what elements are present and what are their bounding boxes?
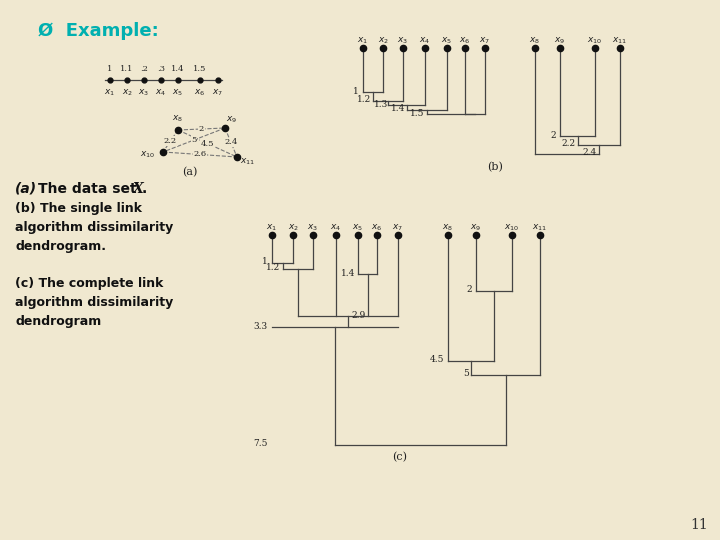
- Text: $x_5$: $x_5$: [353, 222, 364, 233]
- Text: 5: 5: [192, 136, 197, 144]
- Text: $x_8$: $x_8$: [443, 222, 454, 233]
- Text: $x_9$: $x_9$: [554, 36, 566, 46]
- Text: 2.2: 2.2: [562, 139, 575, 148]
- Text: $x_{10}$: $x_{10}$: [140, 150, 156, 160]
- Text: 5: 5: [463, 369, 469, 379]
- Text: $x_6$: $x_6$: [372, 222, 382, 233]
- Text: 1.2: 1.2: [356, 95, 371, 104]
- Text: $x_4$: $x_4$: [330, 222, 341, 233]
- Text: Ø  Example:: Ø Example:: [38, 22, 158, 40]
- Text: .2: .2: [140, 65, 148, 73]
- Text: $x_7$: $x_7$: [392, 222, 403, 233]
- Text: 1.5: 1.5: [410, 109, 425, 118]
- Text: 2: 2: [550, 131, 556, 139]
- Text: $x_3$: $x_3$: [138, 88, 150, 98]
- Text: 1.3: 1.3: [374, 100, 388, 109]
- Text: .3: .3: [157, 65, 165, 73]
- Text: $x_1$: $x_1$: [357, 36, 369, 46]
- Text: $x_{11}$: $x_{11}$: [613, 36, 628, 46]
- Text: $x_8$: $x_8$: [173, 114, 184, 124]
- Text: 2: 2: [199, 125, 204, 133]
- Text: $x_8$: $x_8$: [529, 36, 541, 46]
- Text: 2.4: 2.4: [582, 148, 597, 157]
- Text: $x_2$: $x_2$: [122, 88, 132, 98]
- Text: $x_3$: $x_3$: [307, 222, 318, 233]
- Text: $x_{10}$: $x_{10}$: [505, 222, 520, 233]
- Text: $x_2$: $x_2$: [377, 36, 389, 46]
- Text: (a): (a): [15, 182, 37, 196]
- Text: $x_2$: $x_2$: [287, 222, 299, 233]
- Text: 2.9: 2.9: [351, 310, 366, 320]
- Text: 7.5: 7.5: [253, 440, 268, 449]
- Text: 2: 2: [467, 286, 472, 294]
- Text: 4.5: 4.5: [201, 139, 215, 147]
- Text: (c) The complete link
algorithm dissimilarity
dendrogram: (c) The complete link algorithm dissimil…: [15, 277, 174, 328]
- Text: $x_{11}$: $x_{11}$: [240, 157, 256, 167]
- Text: $x_3$: $x_3$: [397, 36, 408, 46]
- Text: The data set: The data set: [38, 182, 142, 196]
- Text: 1: 1: [107, 65, 113, 73]
- Text: $x_5$: $x_5$: [441, 36, 453, 46]
- Text: $x_6$: $x_6$: [194, 88, 206, 98]
- Text: 4.5: 4.5: [430, 355, 444, 364]
- Text: 2.2: 2.2: [164, 137, 177, 145]
- Text: $x_1$: $x_1$: [266, 222, 277, 233]
- Text: 1.5: 1.5: [193, 65, 207, 73]
- Text: (a): (a): [182, 167, 198, 177]
- Text: 1.4: 1.4: [341, 269, 355, 278]
- Text: $x_{10}$: $x_{10}$: [588, 36, 603, 46]
- Text: 1: 1: [354, 86, 359, 96]
- Text: 11: 11: [690, 518, 708, 532]
- Text: 1.1: 1.1: [120, 65, 134, 73]
- Text: (b) The single link
algorithm dissimilarity
dendrogram.: (b) The single link algorithm dissimilar…: [15, 202, 174, 253]
- Text: 2.4: 2.4: [225, 138, 238, 146]
- Text: 1.4: 1.4: [391, 104, 405, 113]
- Text: X: X: [133, 182, 144, 196]
- Text: $x_7$: $x_7$: [212, 88, 223, 98]
- Text: $x_9$: $x_9$: [470, 222, 482, 233]
- Text: (c): (c): [392, 452, 408, 462]
- Text: $x_4$: $x_4$: [156, 88, 166, 98]
- Text: $x_{11}$: $x_{11}$: [533, 222, 547, 233]
- Text: 1.2: 1.2: [266, 263, 281, 272]
- Text: 1.4: 1.4: [171, 65, 185, 73]
- Text: 2.6: 2.6: [194, 151, 207, 159]
- Text: 3.3: 3.3: [254, 322, 268, 331]
- Text: $x_9$: $x_9$: [226, 115, 238, 125]
- Text: $x_7$: $x_7$: [480, 36, 490, 46]
- Text: .: .: [142, 182, 148, 196]
- Text: (b): (b): [487, 162, 503, 173]
- Text: $x_4$: $x_4$: [419, 36, 431, 46]
- Text: $x_1$: $x_1$: [104, 88, 115, 98]
- Text: $x_5$: $x_5$: [173, 88, 184, 98]
- Text: 1: 1: [262, 258, 268, 267]
- Text: $x_6$: $x_6$: [459, 36, 471, 46]
